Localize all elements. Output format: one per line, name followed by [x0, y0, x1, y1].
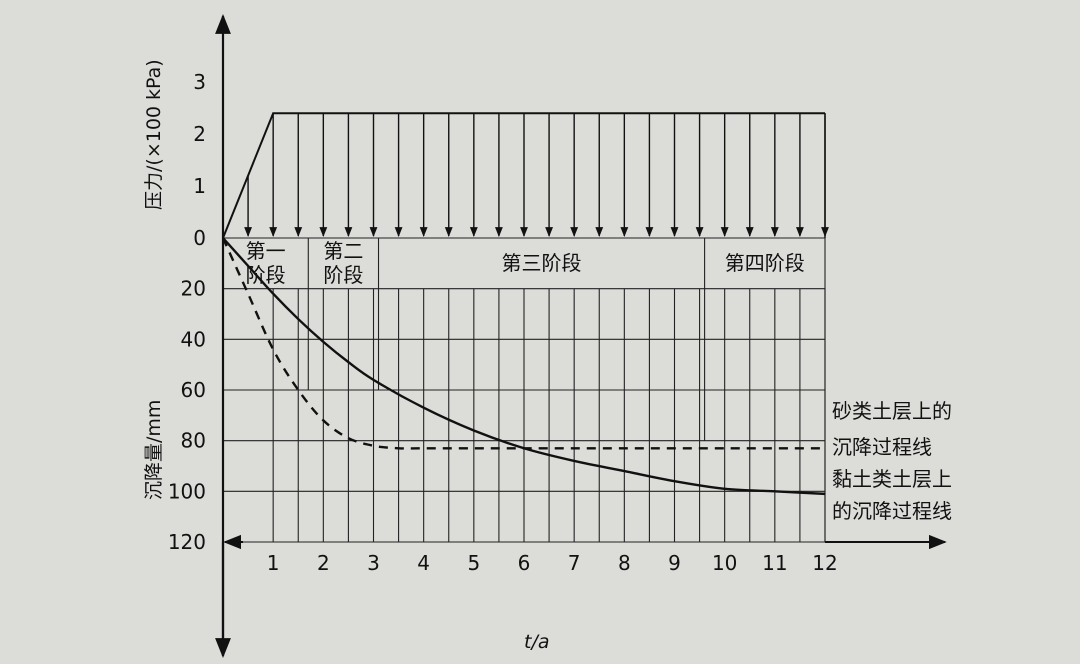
stage-label-4: 第四阶段: [725, 251, 805, 275]
stage-label-2-line-2: 阶段: [323, 263, 363, 287]
y-axis-label-settlement: 沉降量/mm: [143, 400, 165, 500]
x-tick-12: 12: [812, 551, 837, 575]
x-tick-9: 9: [668, 551, 681, 575]
pressure-tick-2: 2: [193, 122, 206, 146]
stage-label-2-line-1: 第二: [323, 239, 363, 263]
pressure-tick-1: 1: [193, 174, 206, 198]
y-axis-label-pressure: 压力/(×100 kPa): [143, 59, 165, 210]
stage-label-1-line-2: 阶段: [246, 263, 286, 287]
pressure-load-diagram: [222, 112, 829, 239]
series-line-2: [222, 237, 826, 496]
settlement-tick-120: 120: [168, 530, 206, 554]
settlement-tick-40: 40: [181, 327, 206, 351]
axes: [215, 14, 947, 658]
x-tick-7: 7: [568, 551, 581, 575]
series-line-1: [221, 237, 825, 450]
x-tick-10: 10: [712, 551, 737, 575]
legend-series-1-line-1: 砂类土层上的: [832, 399, 952, 423]
pressure-tick-0: 0: [193, 226, 206, 250]
x-tick-11: 11: [762, 551, 787, 575]
legend-series-2-line-2: 的沉降过程线: [832, 499, 952, 523]
x-tick-1: 1: [267, 551, 280, 575]
pressure-tick-3: 3: [193, 70, 206, 94]
settlement-tick-20: 20: [181, 277, 206, 301]
grid: [223, 116, 826, 543]
settlement-tick-60: 60: [181, 378, 206, 402]
x-tick-6: 6: [518, 551, 531, 575]
stage-label-1-line-1: 第一: [246, 239, 286, 263]
x-tick-5: 5: [467, 551, 480, 575]
settlement-tick-100: 100: [168, 479, 206, 503]
legend-series-2-line-1: 黏土类土层上: [832, 467, 952, 491]
x-tick-3: 3: [367, 551, 380, 575]
settlement-series: [221, 237, 826, 496]
settlement-tick-80: 80: [181, 429, 206, 453]
x-tick-8: 8: [618, 551, 631, 575]
x-tick-4: 4: [417, 551, 430, 575]
legend-series-1-line-2: 沉降过程线: [832, 435, 932, 459]
x-axis-label: t/a: [524, 631, 550, 653]
x-tick-2: 2: [317, 551, 330, 575]
stage-label-3: 第三阶段: [502, 251, 582, 275]
